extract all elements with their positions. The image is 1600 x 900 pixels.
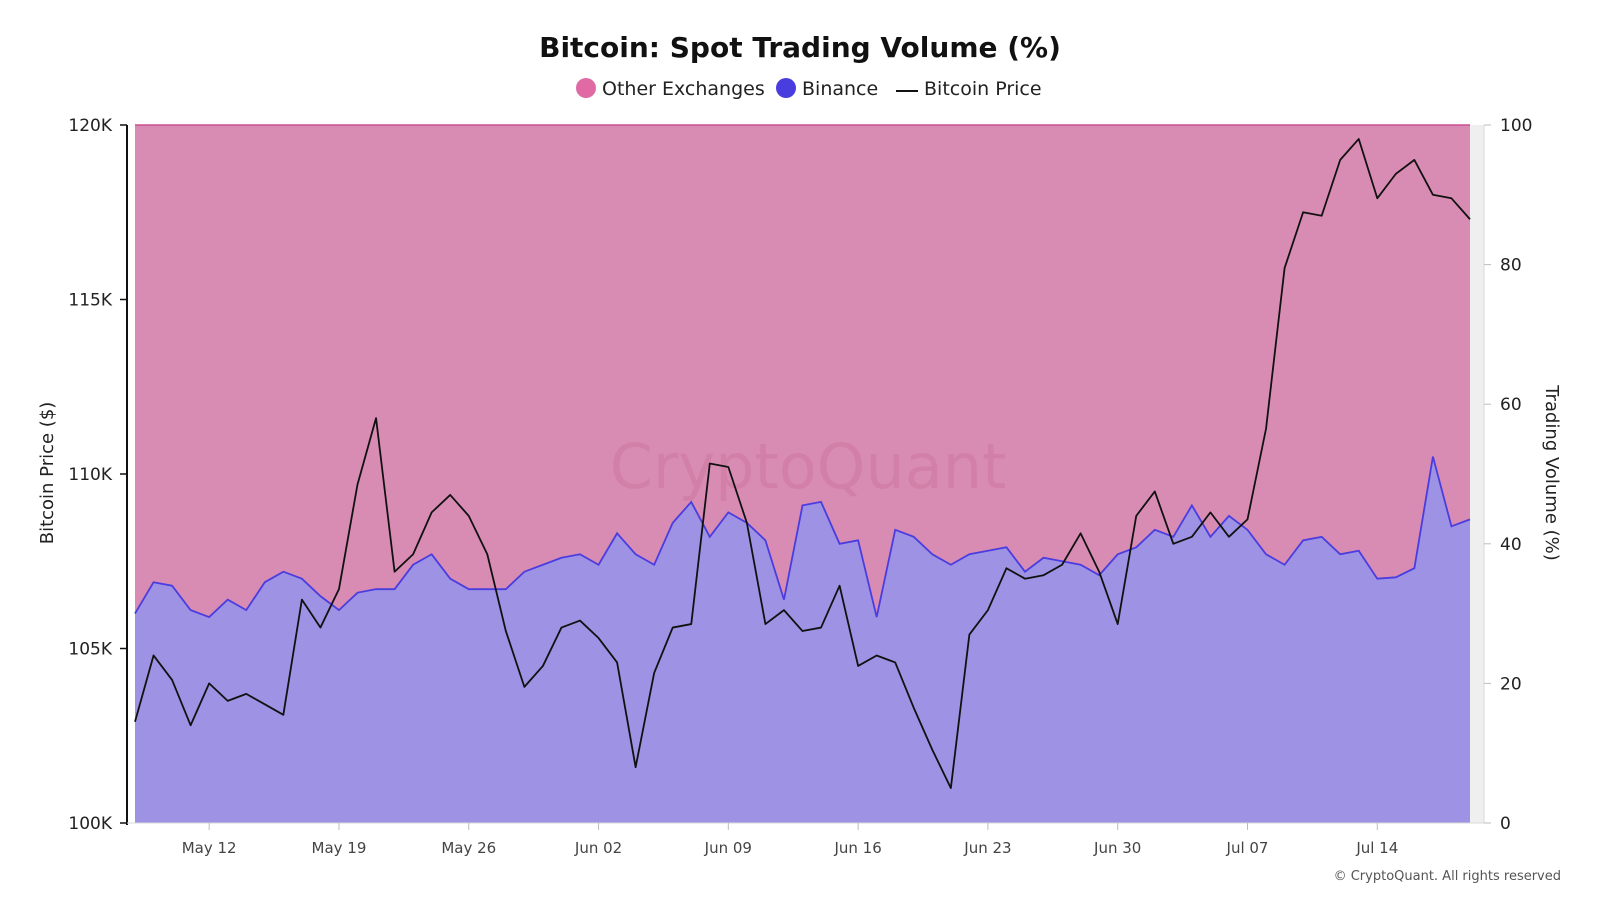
y-right-tick-label: 80 [1500,256,1522,276]
copyright-text: © CryptoQuant. All rights reserved [1334,869,1561,884]
axes: 100K 105K 110K 115K 120K 0 20 40 60 80 100 May 12 Ma… [68,116,1532,857]
x-tick-label: Jul 07 [1226,839,1269,857]
series-area-other-exchanges [135,125,1470,618]
x-tick-label: May 26 [441,839,496,857]
legend-swatch-other-exchanges [576,78,596,98]
legend-label-bitcoin-price: Bitcoin Price [924,78,1042,100]
legend: Other Exchanges Binance Bitcoin Price [576,78,1042,100]
chart-title: Bitcoin: Spot Trading Volume (%) [539,31,1061,64]
x-tick-label: Jun 02 [574,839,622,857]
y-left-tick-label: 100K [68,814,112,834]
y-right-tick-label: 40 [1500,535,1522,555]
series-line-bitcoin-price [134,138,1471,789]
y-right-axis-title: Trading Volume (%) [1541,384,1562,561]
x-tick-label: May 19 [312,839,367,857]
watermark: CryptoQuant [610,430,1007,503]
x-tick-label: May 12 [182,839,237,857]
y-right-tick-label: 20 [1500,674,1522,694]
x-tick-label: Jun 16 [833,839,881,857]
y-left-tick-label: 120K [68,116,112,136]
x-tick-label: Jun 09 [704,839,752,857]
legend-label-binance: Binance [802,78,878,100]
x-tick-label: Jun 23 [963,839,1011,857]
x-tick-label: Jul 14 [1355,839,1398,857]
legend-swatch-binance [776,78,796,98]
y-left-tick-label: 115K [68,291,112,311]
y-left-tick-label: 110K [68,465,112,485]
plot-lines [134,138,1471,789]
y-left-tick-label: 105K [68,640,112,660]
y-left-axis-title: Bitcoin Price ($) [37,402,58,545]
y-right-tick-label: 60 [1500,395,1522,415]
series-line-binance [134,456,1471,619]
y-right-tick-label: 100 [1500,116,1532,136]
legend-label-other-exchanges: Other Exchanges [602,78,765,100]
plot-right-strip [1470,125,1484,823]
y-right-tick-label: 0 [1500,814,1511,834]
x-tick-label: Jun 30 [1093,839,1141,857]
